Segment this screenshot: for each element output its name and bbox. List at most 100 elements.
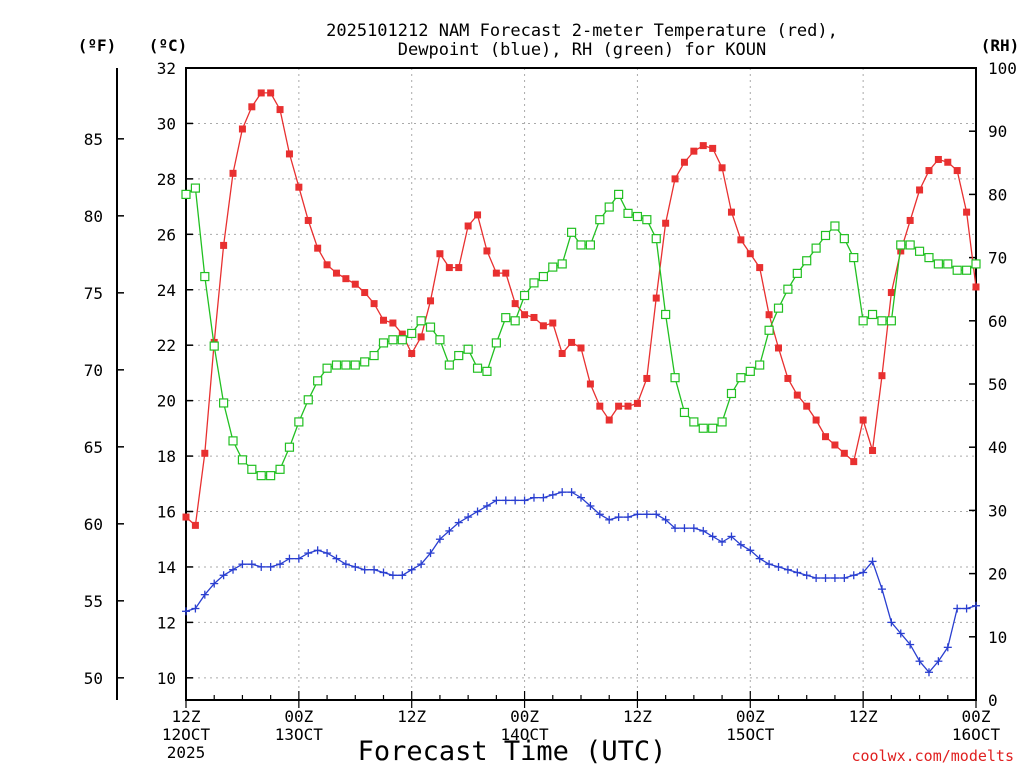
rh-point — [219, 398, 229, 408]
temperature-point — [596, 402, 604, 410]
rh-point — [632, 211, 643, 222]
temperature-point — [323, 261, 331, 269]
dewpoint-point — [877, 585, 886, 594]
x-tick-label: 2025 — [167, 743, 206, 762]
dewpoint-point — [229, 565, 238, 574]
rh-point — [708, 423, 718, 433]
temperature-point — [775, 344, 782, 352]
rh-point — [360, 357, 370, 367]
temperature-point — [502, 269, 510, 277]
series-dewpoint — [182, 488, 980, 677]
rh-point — [651, 234, 661, 244]
dewpoint-point — [972, 601, 980, 610]
rh-point — [764, 325, 774, 335]
temperature-point — [972, 283, 980, 291]
temperature-point — [727, 208, 735, 216]
rh-point — [181, 189, 191, 199]
dewpoint-point — [671, 524, 680, 533]
rh-point — [256, 471, 266, 481]
dewpoint-point — [445, 526, 454, 535]
temperature-point — [285, 150, 293, 158]
celsius-tick-label: 24 — [157, 281, 176, 300]
plot-frame — [185, 67, 977, 701]
temperature-point — [568, 338, 576, 346]
x-tick-label: 00Z — [510, 707, 539, 726]
rh-point — [444, 360, 454, 370]
rh-point — [237, 455, 248, 465]
temperature-point — [361, 289, 369, 297]
series-layer — [181, 89, 981, 677]
rh-point — [378, 338, 389, 348]
rh-point — [331, 360, 342, 370]
rh-tick-label: 70 — [988, 249, 1007, 268]
chart-title-line-1: 2025101212 NAM Forecast 2-meter Temperat… — [326, 21, 838, 41]
temperature-point — [605, 416, 613, 424]
rh-point — [792, 268, 802, 278]
dewpoint-point — [492, 496, 501, 505]
x-tick-label: 12Z — [397, 707, 426, 726]
celsius-tick-label: 14 — [157, 558, 176, 577]
rh-point — [820, 230, 831, 241]
credit-text: coolwx.com/modelts — [851, 747, 1014, 765]
temperature-point — [878, 372, 886, 380]
x-tick-label: 12OCT — [162, 725, 211, 744]
rh-point — [783, 284, 793, 294]
rh-tick-label: 100 — [988, 59, 1017, 78]
rh-point — [698, 423, 708, 433]
rh-point — [284, 442, 295, 452]
temperature-point — [238, 125, 246, 133]
temperature-point — [916, 186, 924, 194]
temperature-point — [784, 374, 792, 382]
rh-unit-label: (RH) — [981, 36, 1020, 55]
dewpoint-point — [624, 513, 633, 522]
grid-lines — [186, 68, 976, 700]
temperature-point — [953, 167, 961, 175]
temperature-point — [191, 521, 199, 529]
rh-tick-label: 20 — [988, 565, 1007, 584]
dewpoint-point — [464, 513, 473, 522]
temperature-point — [662, 219, 670, 227]
temperature-point — [699, 142, 707, 150]
rh-point — [576, 240, 586, 250]
dewpoint-point — [736, 540, 745, 549]
temperature-point — [887, 289, 895, 297]
rh-tick-label: 60 — [988, 312, 1007, 331]
dewpoint-point — [718, 538, 727, 546]
temperature-point — [869, 447, 877, 455]
rh-point — [971, 259, 981, 269]
dewpoint-point — [755, 554, 764, 563]
temperature-point — [944, 158, 952, 166]
rh-point — [773, 303, 784, 313]
temperature-point — [859, 416, 867, 424]
rh-point — [604, 202, 614, 212]
dewpoint-point — [473, 507, 482, 516]
temperature-point — [332, 269, 340, 277]
dewpoint-point — [520, 496, 529, 505]
dewpoint-point — [388, 571, 397, 580]
rh-point — [595, 215, 605, 225]
rh-point — [463, 344, 473, 354]
dewpoint-point — [548, 490, 557, 499]
temperature-point — [295, 183, 303, 191]
rh-point — [519, 290, 530, 301]
fahrenheit-tick-label: 70 — [84, 361, 103, 380]
dewpoint-point — [821, 574, 830, 583]
rh-point — [811, 243, 821, 253]
rh-point — [745, 366, 755, 376]
dewpoint-point — [313, 546, 322, 555]
rh-point — [303, 395, 313, 405]
temperature-point — [652, 294, 660, 302]
rh-point — [322, 363, 332, 373]
temperature-point — [831, 441, 839, 449]
temperature-point — [248, 103, 256, 111]
dewpoint-point — [539, 493, 548, 502]
temperature-point — [351, 280, 359, 288]
rh-tick-label: 80 — [988, 185, 1007, 204]
dewpoint-point — [595, 510, 604, 519]
dewpoint-point — [191, 604, 200, 613]
temperature-point — [201, 449, 209, 457]
temperature-point — [840, 449, 848, 457]
temperature-point — [276, 106, 284, 114]
dewpoint-point — [793, 568, 802, 577]
